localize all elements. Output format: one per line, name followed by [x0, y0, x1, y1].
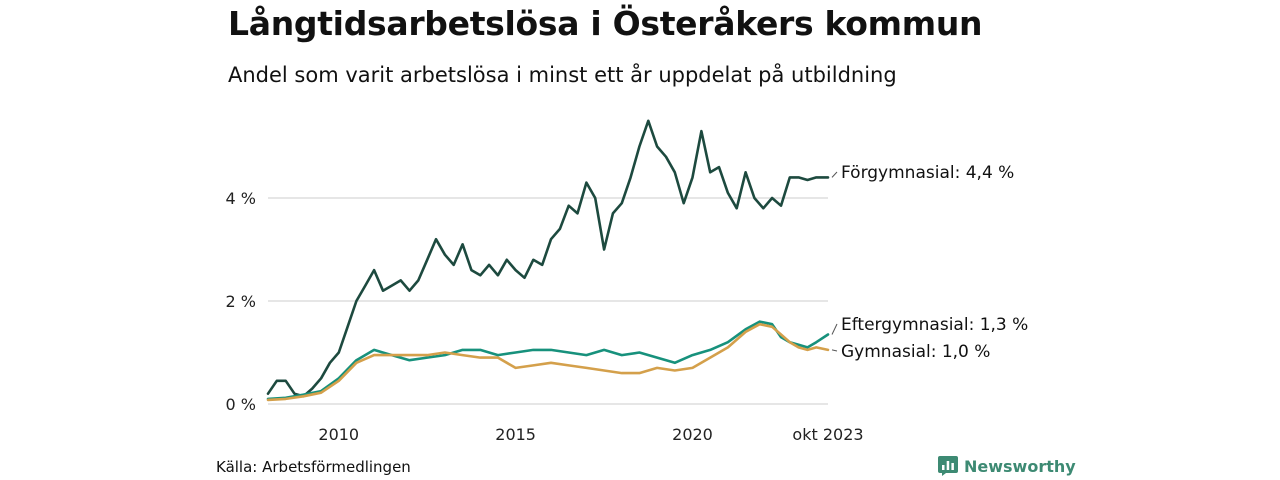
y-tick-label: 0 % [226, 395, 256, 414]
series-lines [266, 119, 830, 402]
series-end-label: Förgymnasial: 4,4 % [841, 163, 1014, 183]
series-line-gymnasial [266, 322, 830, 402]
label-connector [831, 171, 838, 178]
x-tick-label: 2010 [318, 425, 359, 444]
series-end-label: Gymnasial: 1,0 % [841, 342, 990, 362]
page-title: Långtidsarbetslösa i Österåkers kommun [228, 4, 983, 43]
x-axis-ticks: 2010 2015 2020 okt 2023 [318, 425, 863, 444]
series-line-eftergymnasial [266, 320, 830, 401]
y-tick-label: 4 % [226, 189, 256, 208]
source-note: Källa: Arbetsförmedlingen [216, 458, 411, 476]
gridlines [268, 197, 828, 405]
y-axis-ticks: 0 % 2 % 4 % [226, 189, 256, 414]
label-connector [831, 349, 838, 352]
chart-subtitle: Andel som varit arbetslösa i minst ett å… [228, 63, 897, 87]
brand-name: Newsworthy [964, 456, 1076, 476]
x-tick-label: 2020 [672, 425, 713, 444]
newsworthy-logo-icon [938, 456, 958, 476]
x-tick-label: 2015 [495, 425, 536, 444]
y-tick-label: 2 % [226, 292, 256, 311]
series-line-forgymnasial [266, 119, 830, 398]
label-connector [831, 323, 838, 335]
series-end-label: Eftergymnasial: 1,3 % [841, 315, 1028, 335]
series-end-labels: Förgymnasial: 4,4 % Eftergymnasial: 1,3 %… [831, 163, 1028, 362]
x-tick-label: okt 2023 [792, 425, 863, 444]
brand-logo[interactable]: Newsworthy [938, 456, 1076, 476]
